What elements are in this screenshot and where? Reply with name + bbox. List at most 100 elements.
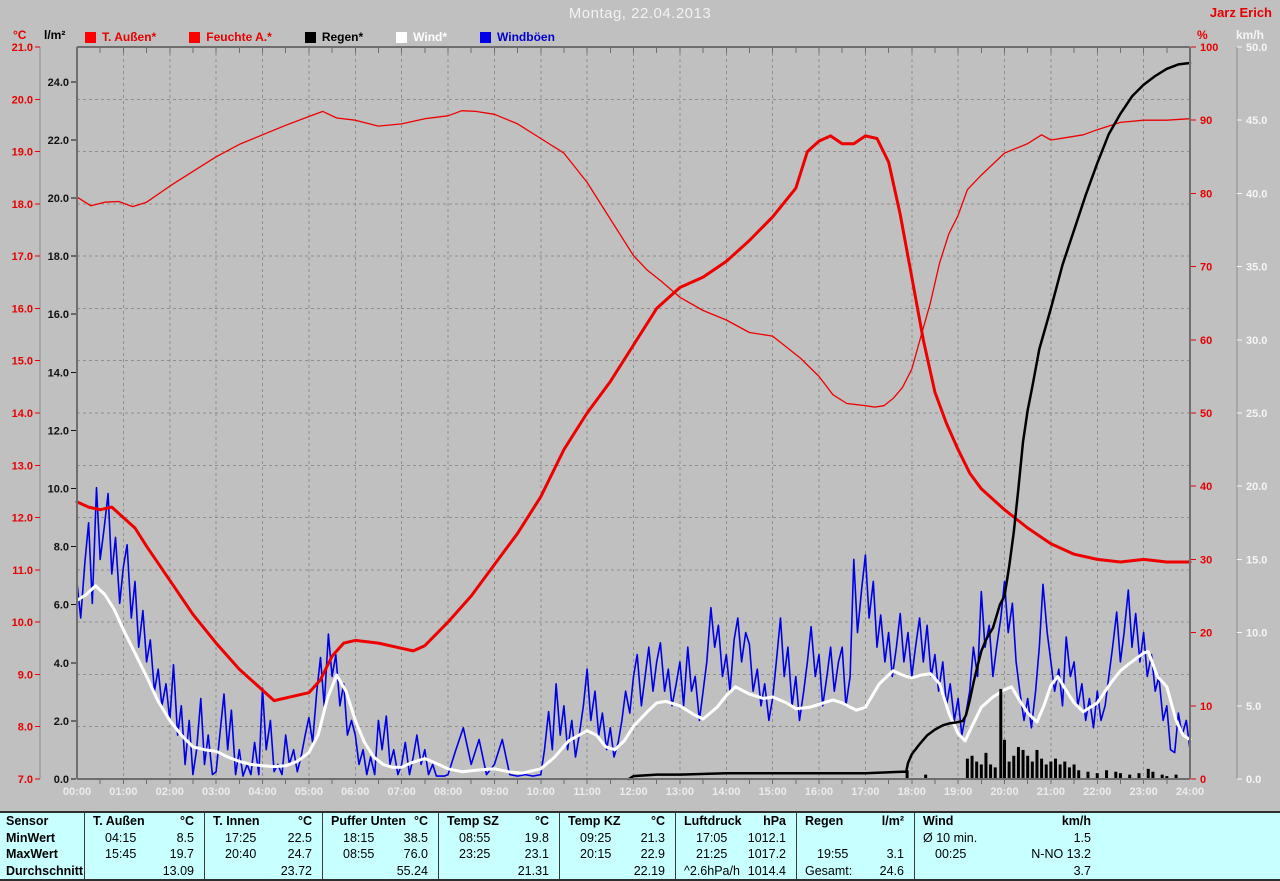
table-col-tinnen: T. Innen °C 17:25 22.5 20:40 24.7 23.72 bbox=[204, 813, 322, 879]
table-min-time: 09:25 bbox=[580, 830, 612, 845]
table-row: Temp KZ °C bbox=[560, 813, 675, 830]
table-avg-value: 21.31 bbox=[517, 863, 549, 878]
wind-tick-label: 40.0 bbox=[1246, 188, 1267, 200]
table-avg-value: 55.24 bbox=[396, 863, 428, 878]
x-axis-label: 04:00 bbox=[248, 786, 276, 798]
rain-tick-label: 8.0 bbox=[54, 542, 69, 554]
rain-intensity-bar bbox=[1049, 761, 1053, 778]
table-max-time: 21:25 bbox=[696, 847, 728, 862]
rain-intensity-bar bbox=[989, 764, 993, 778]
rain-intensity-bar bbox=[993, 767, 997, 778]
table-max-time: 20:15 bbox=[580, 847, 612, 862]
table-row: 13.09 bbox=[85, 863, 204, 880]
temp-tick-label: 17.0 bbox=[12, 251, 33, 263]
table-row: 21:25 1017.2 bbox=[676, 846, 796, 863]
rain-intensity-bar bbox=[1146, 768, 1150, 778]
table-row: 04:15 8.5 bbox=[85, 830, 204, 847]
table-col-luftdruck: Luftdruck hPa 17:05 1012.1 21:25 1017.2 ^2.6hP… bbox=[675, 813, 796, 879]
humidity-tick-label: 40 bbox=[1200, 481, 1212, 493]
rain-tick-label: 24.0 bbox=[48, 77, 69, 89]
table-max-time: 15:45 bbox=[105, 847, 137, 862]
table-col-tauen: T. Außen °C 04:15 8.5 15:45 19.7 13.09 bbox=[84, 813, 204, 879]
axis-unit-humidity: % bbox=[1197, 28, 1208, 42]
table-max-value: 24.7 bbox=[287, 847, 312, 862]
table-min-value: 38.5 bbox=[403, 830, 428, 845]
rain-intensity-bar bbox=[1003, 739, 1006, 778]
rain-intensity-bar bbox=[1026, 755, 1030, 778]
x-axis-label: 01:00 bbox=[109, 786, 137, 798]
table-row: 00:25 N-NO 13.2 bbox=[915, 846, 1101, 863]
rain-intensity-bar bbox=[1035, 749, 1039, 778]
table-min-value: 8.5 bbox=[176, 830, 194, 845]
table-col-unit: °C bbox=[179, 814, 194, 829]
table-row: 23.72 bbox=[205, 863, 322, 880]
x-axis-label: 14:00 bbox=[712, 786, 740, 798]
table-col-header: T. Außen bbox=[93, 814, 145, 829]
x-axis-label: 21:00 bbox=[1037, 786, 1065, 798]
rain-intensity-bar bbox=[1077, 770, 1081, 778]
table-max-value: 19.7 bbox=[169, 847, 194, 862]
table-col-pufferunten: Puffer Unten °C 18:15 38.5 08:55 76.0 55.24 bbox=[322, 813, 438, 879]
temp-tick-label: 8.0 bbox=[18, 722, 33, 734]
table-min-time: 08:55 bbox=[459, 830, 491, 845]
x-axis-label: 19:00 bbox=[944, 786, 972, 798]
legend-item-tauen: T. Außen* bbox=[85, 30, 156, 44]
table-col-header: Regen bbox=[805, 814, 844, 829]
table-row: 19:55 3.1 bbox=[797, 846, 914, 863]
rain-intensity-bar bbox=[979, 764, 983, 778]
rain-tick-label: 14.0 bbox=[48, 367, 69, 379]
table-col-tempkz: Temp KZ °C 09:25 21.3 20:15 22.9 22.19 bbox=[559, 813, 675, 879]
rain-intensity-bar bbox=[1165, 776, 1169, 778]
table-col-unit: hPa bbox=[763, 814, 786, 829]
series-wind bbox=[75, 584, 1192, 775]
humidity-tick-label: 50 bbox=[1200, 408, 1212, 420]
table-max-value: 1017.2 bbox=[747, 847, 786, 862]
rain-intensity-bar bbox=[1030, 761, 1034, 778]
table-row: T. Innen °C bbox=[205, 813, 322, 830]
legend-swatch-icon bbox=[480, 31, 492, 43]
rain-intensity-bar bbox=[1095, 773, 1099, 778]
x-axis-label: 15:00 bbox=[759, 786, 787, 798]
rain-tick-label: 0.0 bbox=[54, 774, 69, 786]
rain-intensity-bar bbox=[1086, 771, 1090, 778]
rain-intensity-bar bbox=[984, 752, 988, 778]
rain-tick-label: 20.0 bbox=[48, 193, 69, 205]
rain-tick-label: 16.0 bbox=[48, 309, 69, 321]
rain-intensity-bar bbox=[1007, 761, 1011, 778]
table-max-value: 23.1 bbox=[524, 847, 549, 862]
rain-intensity-bar bbox=[1174, 774, 1178, 778]
series-feuchtea bbox=[76, 110, 1191, 408]
table-row: 23:25 23.1 bbox=[439, 846, 559, 863]
rain-tick-label: 18.0 bbox=[48, 251, 69, 263]
table-row-label: Sensor bbox=[6, 814, 49, 829]
table-max-value: N-NO 13.2 bbox=[1031, 847, 1091, 862]
table-col-unit: l/m² bbox=[881, 814, 904, 829]
table-row: 08:55 19.8 bbox=[439, 830, 559, 847]
x-axis-label: 24:00 bbox=[1176, 786, 1204, 798]
wind-tick-label: 10.0 bbox=[1246, 628, 1267, 640]
x-axis-label: 05:00 bbox=[295, 786, 323, 798]
humidity-tick-label: 90 bbox=[1200, 115, 1212, 127]
table-row: Sensor bbox=[0, 813, 84, 830]
rain-tick-label: 22.0 bbox=[48, 135, 69, 147]
legend-label: Windböen bbox=[497, 30, 555, 44]
table-avg-label: Gesamt: bbox=[805, 863, 853, 878]
table-col-header: T. Innen bbox=[213, 814, 260, 829]
x-axis-label: 03:00 bbox=[202, 786, 230, 798]
rain-intensity-bar bbox=[999, 688, 1003, 778]
x-axis-label: 20:00 bbox=[990, 786, 1018, 798]
x-axis-label: 22:00 bbox=[1083, 786, 1111, 798]
x-axis-label: 06:00 bbox=[341, 786, 369, 798]
table-row: 17:05 1012.1 bbox=[676, 830, 796, 847]
legend-item-regen: Regen* bbox=[304, 30, 363, 44]
table-col-unit: °C bbox=[297, 814, 312, 829]
temp-tick-label: 9.0 bbox=[18, 669, 33, 681]
table-row: 55.24 bbox=[323, 863, 438, 880]
table-col-header: Puffer Unten bbox=[331, 814, 406, 829]
legend-item-windben: Windböen bbox=[480, 30, 555, 44]
rain-intensity-bar bbox=[1118, 773, 1122, 778]
table-min-value: 22.5 bbox=[287, 830, 312, 845]
table-max-time: 19:55 bbox=[817, 847, 849, 862]
x-axis-label: 11:00 bbox=[573, 786, 601, 798]
legend-label: Wind* bbox=[413, 30, 448, 44]
